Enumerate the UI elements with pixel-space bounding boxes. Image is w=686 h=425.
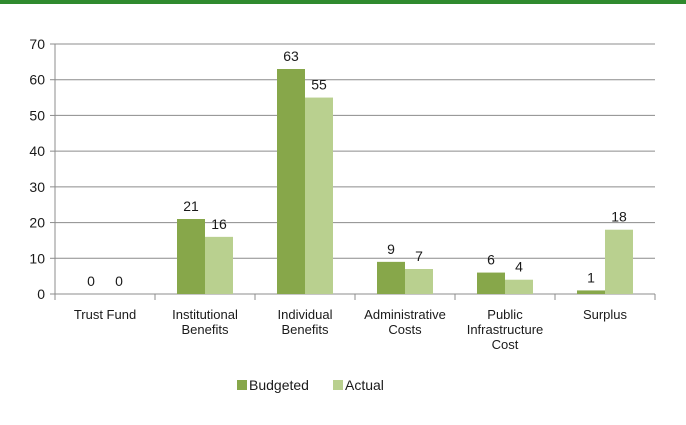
bar-budgeted — [277, 69, 305, 294]
bars — [177, 69, 633, 294]
category-label-line: Costs — [388, 322, 422, 337]
bar-actual — [505, 279, 533, 294]
y-tick-label: 10 — [29, 250, 45, 266]
category-label: Surplus — [583, 307, 628, 322]
category-label-line: Institutional — [172, 307, 238, 322]
category-label-line: Benefits — [282, 322, 329, 337]
bar-actual — [605, 229, 633, 294]
data-label-actual: 7 — [415, 248, 423, 264]
gridlines — [55, 43, 655, 259]
category-label-line: Trust Fund — [74, 307, 136, 322]
legend-swatch-budgeted — [237, 380, 247, 390]
category-label-line: Cost — [492, 337, 519, 352]
category-label: Public Infrastructure Cost — [467, 307, 544, 352]
category-label-line: Surplus — [583, 307, 628, 322]
legend-swatch-actual — [333, 380, 343, 390]
bar-actual — [305, 97, 333, 294]
data-label-budgeted: 0 — [87, 273, 95, 289]
bar-budgeted — [177, 219, 205, 294]
category-label-line: Individual — [278, 307, 333, 322]
y-tick-label: 70 — [29, 36, 45, 52]
category-label-line: Administrative — [364, 307, 446, 322]
data-label-actual: 18 — [611, 209, 627, 225]
data-label-budgeted: 6 — [487, 252, 495, 268]
legend-label-actual: Actual — [345, 377, 384, 393]
bar-budgeted — [477, 272, 505, 294]
category-label-line: Benefits — [182, 322, 229, 337]
top-accent-bar — [0, 0, 686, 4]
category-label: Individual Benefits — [278, 307, 333, 337]
data-label-budgeted: 21 — [183, 198, 199, 214]
legend: Budgeted Actual — [237, 377, 384, 393]
data-labels: 0 21 63 9 6 1 0 16 55 7 4 18 — [87, 48, 627, 289]
category-label-line: Infrastructure — [467, 322, 544, 337]
category-label: Institutional Benefits — [172, 307, 238, 337]
data-label-actual: 0 — [115, 273, 123, 289]
data-label-actual: 55 — [311, 77, 327, 93]
y-tick-label: 50 — [29, 107, 45, 123]
data-label-budgeted: 9 — [387, 241, 395, 257]
data-label-actual: 4 — [515, 259, 523, 275]
bar-actual — [405, 269, 433, 294]
data-label-actual: 16 — [211, 216, 227, 232]
y-tick-label: 30 — [29, 179, 45, 195]
y-tick-label: 40 — [29, 143, 45, 159]
bar-actual — [205, 236, 233, 294]
bar-budgeted — [577, 290, 605, 294]
legend-label-budgeted: Budgeted — [249, 377, 309, 393]
data-label-budgeted: 1 — [587, 269, 595, 285]
bar-budgeted — [377, 261, 405, 294]
y-tick-label: 0 — [37, 286, 45, 302]
data-label-budgeted: 63 — [283, 48, 299, 64]
y-tick-label: 60 — [29, 72, 45, 88]
category-label: Trust Fund — [74, 307, 136, 322]
y-tick-label: 20 — [29, 215, 45, 231]
category-label-line: Public — [487, 307, 523, 322]
category-label: Administrative Costs — [364, 307, 446, 337]
